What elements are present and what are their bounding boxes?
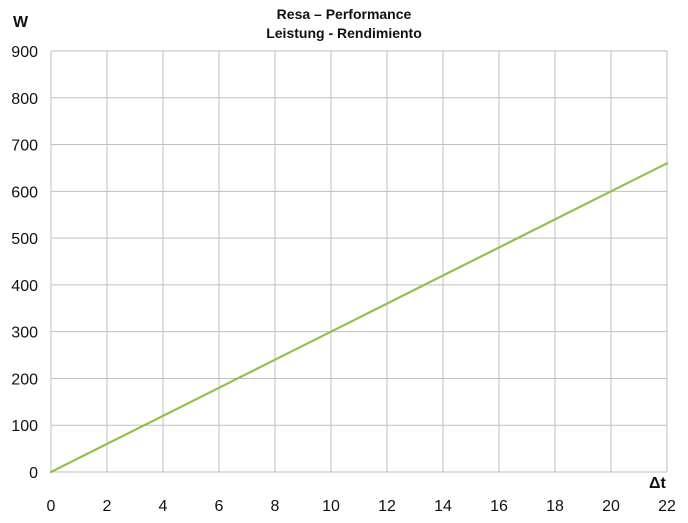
x-tick-label: 12	[378, 498, 396, 515]
y-tick-label: 100	[11, 418, 38, 435]
y-tick-label: 800	[11, 91, 38, 108]
x-tick-label: 16	[490, 498, 508, 515]
x-tick-label: 14	[434, 498, 452, 515]
grid	[50, 50, 668, 473]
y-tick-label: 0	[29, 465, 38, 482]
x-tick-label: 4	[159, 498, 168, 515]
y-axis-label: W	[13, 14, 29, 31]
x-tick-label: 20	[602, 498, 620, 515]
x-tick-label: 18	[546, 498, 564, 515]
x-tick-label: 8	[271, 498, 280, 515]
chart-subtitle: Leistung - Rendimiento	[266, 25, 422, 41]
x-tick-label: 10	[322, 498, 340, 515]
x-tick-label: 22	[658, 498, 676, 515]
chart-title: Resa – Performance	[277, 6, 412, 22]
y-tick-label: 400	[11, 278, 38, 295]
y-tick-label: 700	[11, 138, 38, 155]
series-layer	[49, 162, 669, 474]
series-line	[49, 162, 669, 474]
y-tick-label: 300	[11, 325, 38, 342]
y-tick-label: 200	[11, 371, 38, 388]
x-tick-label: 0	[47, 498, 56, 515]
x-tick-label: 2	[103, 498, 112, 515]
tick-labels: 0 100 200 300 400 500 600 700 800 900 0 2 4 6 8 10 12 14 1…	[11, 44, 676, 515]
y-tick-label: 600	[11, 184, 38, 201]
y-tick-label: 500	[11, 231, 38, 248]
y-tick-label: 900	[11, 44, 38, 61]
x-tick-label: 6	[215, 498, 224, 515]
x-axis-label: Δt	[649, 475, 667, 492]
